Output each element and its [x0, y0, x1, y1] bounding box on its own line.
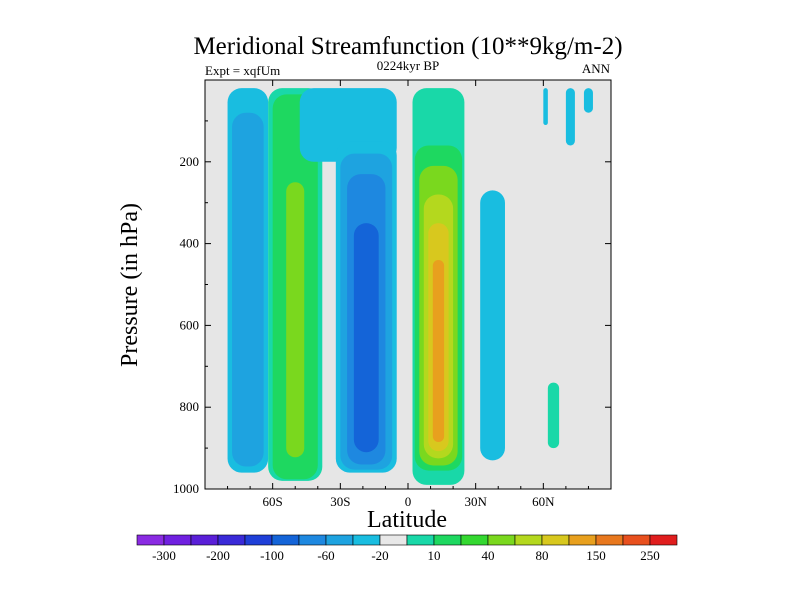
y-tick-label: 400 [180, 236, 200, 251]
colorbar-swatch [406, 534, 435, 546]
colorbar-label: 250 [640, 548, 660, 563]
experiment-label: Expt = xqfUm [205, 63, 280, 78]
colorbar-label: -200 [206, 548, 230, 563]
colorbar-label: -20 [371, 548, 388, 563]
period-subtitle: 0224kyr BP [377, 58, 439, 73]
colorbar-swatch [325, 534, 354, 546]
x-axis: 60S 30S 0 30N 60N [227, 80, 589, 509]
southern-polar-negative-cell [227, 88, 269, 473]
colorbar-swatch [487, 534, 516, 546]
contour-level--10 [480, 190, 505, 461]
y-tick-label: 600 [180, 317, 200, 332]
contour-level-40 [286, 182, 305, 458]
colorbar-swatch [379, 534, 408, 546]
colorbar-swatch [622, 534, 651, 546]
northern-hadley-positive-cell [412, 88, 465, 485]
colorbar-swatch [136, 534, 165, 546]
x-tick-label: 0 [405, 494, 412, 509]
colorbar-swatch [433, 534, 462, 546]
colorbar-swatch [190, 534, 219, 546]
colorbar: -300 -200 -100 -60 -20 10 40 80 150 250 [136, 534, 678, 563]
northern-midlatitude-negative-cell [480, 190, 505, 461]
y-tick-label: 1000 [173, 481, 199, 496]
colorbar-label: 40 [482, 548, 495, 563]
x-tick-label: 30N [464, 494, 487, 509]
contour-level--10 [565, 88, 575, 146]
colorbar-swatch [568, 534, 597, 546]
contour-level--10 [583, 88, 593, 113]
colorbar-swatch [217, 534, 246, 546]
colorbar-swatch [649, 534, 678, 546]
colorbar-swatch [298, 534, 327, 546]
colorbar-label: -100 [260, 548, 284, 563]
x-tick-label: 60N [532, 494, 555, 509]
colorbar-swatch [163, 534, 192, 546]
y-tick-label: 200 [180, 154, 200, 169]
season-label: ANN [582, 61, 611, 76]
colorbar-label: 10 [428, 548, 441, 563]
contour-level--10 [543, 88, 548, 125]
colorbar-label: -60 [317, 548, 334, 563]
colorbar-swatch [460, 534, 489, 546]
colorbar-swatch [244, 534, 273, 546]
contour-level--60 [353, 223, 379, 453]
contour-level-100 [432, 259, 445, 442]
northern-upper-negative-patch-2 [565, 88, 575, 146]
y-tick-label: 800 [180, 399, 200, 414]
colorbar-swatch [271, 534, 300, 546]
x-axis-label: Latitude [367, 507, 447, 533]
contour-level--20 [232, 112, 264, 467]
southern-midlatitude-positive-cell [268, 88, 323, 481]
colorbar-swatch [541, 534, 570, 546]
southern-hadley-negative-cell [335, 141, 397, 473]
contour-level-10 [547, 382, 560, 449]
colorbar-label: 150 [586, 548, 606, 563]
northern-high-latitude-positive-cell [547, 382, 560, 449]
northern-upper-negative-patch-1 [543, 88, 548, 125]
plot-area [204, 79, 612, 490]
chart-title: Meridional Streamfunction (10**9kg/m-2) [193, 33, 622, 60]
colorbar-swatch [352, 534, 381, 546]
y-axis: 200 400 600 800 1000 [173, 120, 611, 496]
colorbar-swatch [595, 534, 624, 546]
colorbar-label: -300 [152, 548, 176, 563]
colorbar-label: 80 [536, 548, 549, 563]
x-tick-label: 30S [330, 494, 350, 509]
x-tick-label: 60S [263, 494, 283, 509]
y-axis-label: Pressure (in hPa) [117, 203, 143, 367]
northern-upper-negative-patch-3 [583, 88, 593, 113]
colorbar-swatch [514, 534, 543, 546]
